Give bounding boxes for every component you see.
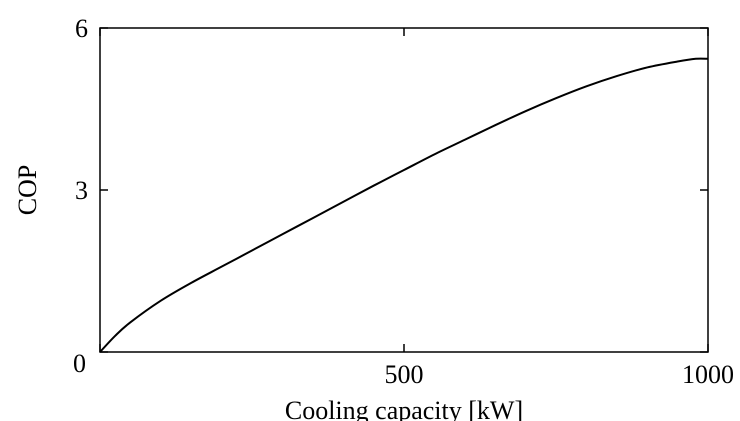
x-tick-label: 1000 bbox=[682, 360, 734, 389]
y-tick-label: 0 bbox=[73, 349, 86, 378]
y-axis-title: COP bbox=[13, 165, 42, 216]
tick-group bbox=[99, 27, 709, 353]
cop-series-line bbox=[99, 57, 709, 353]
x-tick-label: 500 bbox=[385, 360, 424, 389]
y-tick-label: 6 bbox=[75, 14, 88, 43]
x-axis-title: Cooling capacity [kW] bbox=[285, 396, 523, 421]
y-tick-label: 3 bbox=[75, 176, 88, 205]
tick-label-group: 500 1000 0 3 6 bbox=[73, 14, 734, 389]
